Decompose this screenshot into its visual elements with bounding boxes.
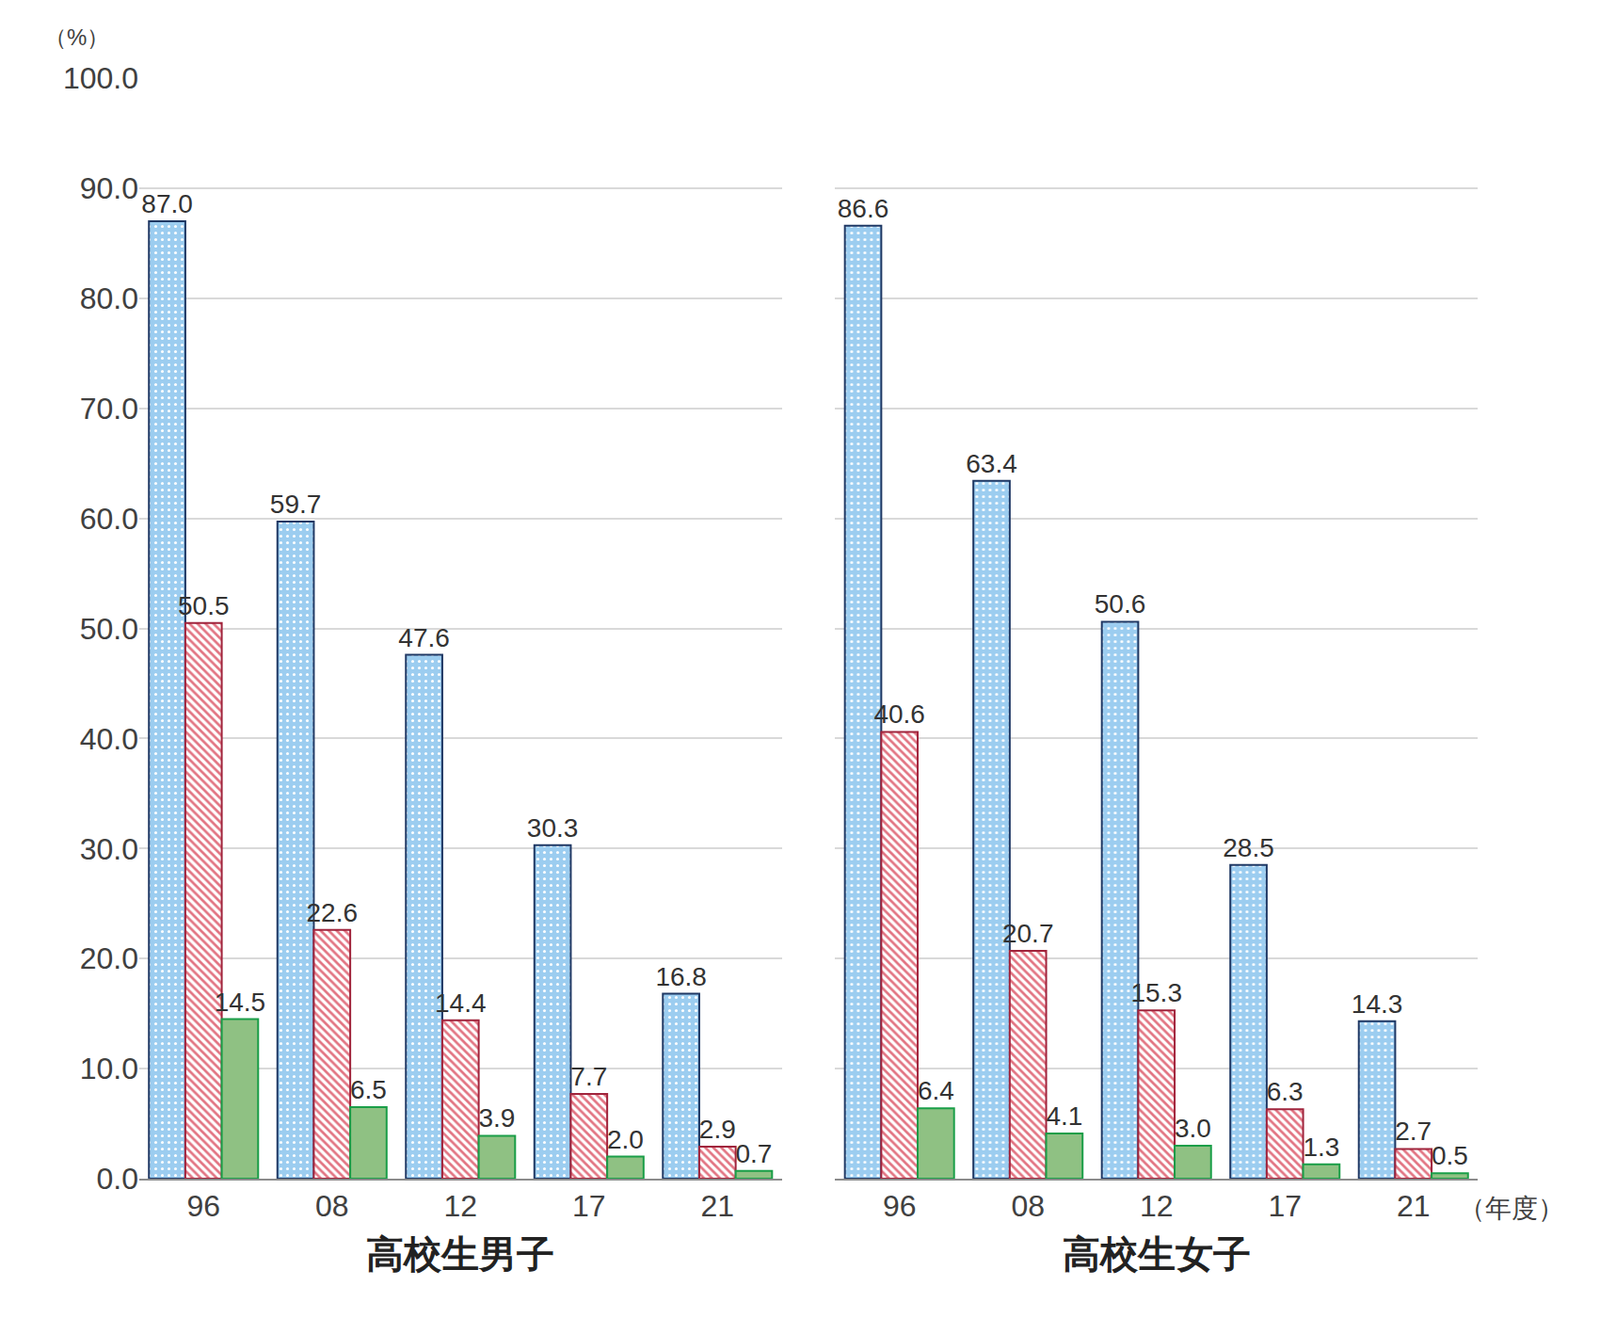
svg-text:高校生男子: 高校生男子 <box>366 1232 555 1275</box>
svg-text:17: 17 <box>572 1188 607 1223</box>
svg-text:40.0: 40.0 <box>80 721 139 756</box>
svg-text:0.0: 0.0 <box>96 1161 139 1196</box>
svg-text:08: 08 <box>315 1188 350 1223</box>
svg-text:（年度）: （年度） <box>1458 1193 1565 1223</box>
svg-text:70.0: 70.0 <box>80 391 139 426</box>
svg-text:3.0: 3.0 <box>1174 1113 1212 1143</box>
svg-text:3.9: 3.9 <box>478 1103 515 1133</box>
svg-text:47.6: 47.6 <box>398 623 450 653</box>
svg-text:12: 12 <box>1139 1188 1174 1223</box>
svg-text:6.3: 6.3 <box>1266 1076 1304 1106</box>
svg-text:59.7: 59.7 <box>270 489 322 519</box>
svg-text:50.5: 50.5 <box>177 591 230 621</box>
svg-text:96: 96 <box>882 1188 917 1223</box>
svg-text:12: 12 <box>443 1188 478 1223</box>
svg-text:60.0: 60.0 <box>80 501 139 536</box>
svg-text:30.0: 30.0 <box>80 832 139 866</box>
svg-text:6.5: 6.5 <box>350 1074 387 1104</box>
svg-text:63.4: 63.4 <box>965 448 1018 479</box>
svg-text:40.6: 40.6 <box>873 699 926 729</box>
svg-text:08: 08 <box>1010 1188 1045 1223</box>
svg-text:28.5: 28.5 <box>1222 832 1275 863</box>
svg-text:15.3: 15.3 <box>1130 977 1183 1008</box>
svg-text:21: 21 <box>701 1188 736 1223</box>
svg-text:17: 17 <box>1267 1188 1302 1223</box>
svg-text:80.0: 80.0 <box>80 281 139 316</box>
svg-text:14.4: 14.4 <box>434 988 487 1018</box>
svg-text:14.5: 14.5 <box>214 987 267 1017</box>
svg-text:7.7: 7.7 <box>570 1061 608 1091</box>
svg-text:22.6: 22.6 <box>306 897 359 928</box>
svg-text:100.0: 100.0 <box>63 61 139 96</box>
svg-text:1.3: 1.3 <box>1302 1132 1340 1162</box>
svg-text:高校生女子: 高校生女子 <box>1062 1232 1251 1275</box>
svg-text:2.0: 2.0 <box>607 1124 644 1154</box>
svg-text:4.1: 4.1 <box>1045 1101 1083 1131</box>
svg-text:20.7: 20.7 <box>1002 918 1055 948</box>
svg-text:50.0: 50.0 <box>80 611 139 646</box>
svg-text:90.0: 90.0 <box>80 171 139 206</box>
svg-text:0.5: 0.5 <box>1431 1140 1469 1170</box>
svg-text:21: 21 <box>1396 1188 1431 1223</box>
svg-text:2.7: 2.7 <box>1394 1116 1432 1146</box>
svg-text:6.4: 6.4 <box>917 1075 955 1105</box>
svg-text:30.3: 30.3 <box>527 813 579 843</box>
svg-text:2.9: 2.9 <box>699 1114 736 1144</box>
svg-text:0.7: 0.7 <box>736 1138 773 1168</box>
svg-text:87.0: 87.0 <box>141 189 193 219</box>
svg-text:16.8: 16.8 <box>655 961 707 992</box>
svg-text:14.3: 14.3 <box>1351 989 1404 1019</box>
svg-text:（%）: （%） <box>44 24 110 50</box>
svg-text:96: 96 <box>186 1188 221 1223</box>
svg-text:10.0: 10.0 <box>80 1051 139 1086</box>
svg-text:20.0: 20.0 <box>80 941 139 976</box>
svg-text:50.6: 50.6 <box>1094 589 1147 619</box>
svg-text:86.6: 86.6 <box>837 193 890 224</box>
